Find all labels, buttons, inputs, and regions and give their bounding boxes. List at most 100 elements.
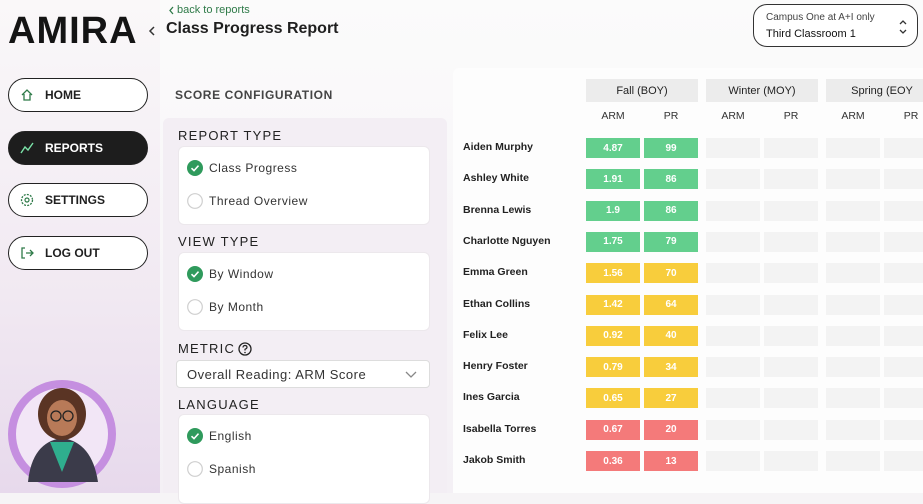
option-label[interactable]: English: [209, 429, 252, 443]
metric-select[interactable]: Overall Reading: ARM Score: [176, 360, 430, 388]
option-label[interactable]: By Month: [209, 300, 264, 314]
nav-label[interactable]: REPORTS: [45, 141, 104, 155]
student-name[interactable]: Ines Garcia: [463, 391, 520, 404]
radio-option[interactable]: English: [187, 428, 252, 444]
help-icon[interactable]: [238, 341, 252, 356]
score-cell: 1.91: [586, 169, 640, 190]
empty-cell: [706, 357, 760, 378]
scores-table: Fall (BOY) ARM PR Winter (MOY) ARM PR Spring (…: [453, 68, 923, 493]
score-cell: 27: [644, 388, 698, 409]
radio-option[interactable]: Spanish: [187, 461, 256, 477]
score-cell: 79: [644, 231, 698, 252]
option-label[interactable]: By Window: [209, 267, 274, 281]
empty-cell: [826, 169, 880, 190]
empty-cell: [706, 263, 760, 284]
student-name[interactable]: Charlotte Nguyen: [463, 234, 551, 247]
empty-cell: [764, 419, 818, 440]
student-name[interactable]: Ashley White: [463, 172, 529, 185]
empty-cell: [884, 294, 923, 315]
score-cell: 1.56: [586, 263, 640, 284]
nav-label[interactable]: HOME: [45, 88, 81, 102]
radio-option[interactable]: By Month: [187, 299, 264, 315]
section-label: METRIC: [178, 341, 252, 356]
radio-option[interactable]: By Window: [187, 266, 274, 282]
score-cell: 0.36: [586, 451, 640, 471]
empty-cell: [764, 357, 818, 378]
radio-checked[interactable]: [187, 428, 203, 444]
option-box: English Spanish: [178, 414, 430, 504]
empty-cell: [826, 138, 880, 158]
radio-checked[interactable]: [187, 160, 203, 176]
back-link[interactable]: back to reports: [168, 4, 250, 16]
empty-cell: [706, 388, 760, 409]
empty-cell: [826, 388, 880, 409]
radio-option[interactable]: Class Progress: [187, 160, 298, 176]
period-header: Spring (EOY: [826, 79, 923, 102]
empty-cell: [706, 325, 760, 346]
empty-cell: [706, 169, 760, 190]
empty-cell: [764, 200, 818, 221]
student-name[interactable]: Ethan Collins: [463, 297, 531, 310]
score-cell: 86: [644, 169, 698, 190]
collapse-icon[interactable]: [148, 26, 156, 36]
section-label: VIEW TYPE: [178, 234, 260, 249]
column-header: ARM: [721, 110, 745, 122]
period-header: Fall (BOY): [586, 79, 698, 102]
nav-button[interactable]: REPORTS: [8, 131, 148, 165]
score-cell: 64: [644, 294, 698, 315]
logo: AMIRA: [8, 10, 138, 52]
metric-value[interactable]: Overall Reading: ARM Score: [187, 367, 367, 382]
column-header: PR: [903, 110, 919, 122]
student-name[interactable]: Henry Foster: [463, 360, 528, 373]
score-cell: 4.87: [586, 138, 640, 158]
nav-button[interactable]: SETTINGS: [8, 183, 148, 217]
empty-cell: [884, 200, 923, 221]
empty-cell: [826, 419, 880, 440]
score-cell: 1.42: [586, 294, 640, 315]
back-text[interactable]: back to reports: [177, 4, 250, 16]
nav-label[interactable]: LOG OUT: [45, 246, 100, 260]
student-name[interactable]: Felix Lee: [463, 328, 508, 341]
nav-label[interactable]: SETTINGS: [45, 193, 106, 207]
student-name[interactable]: Brenna Lewis: [463, 203, 532, 216]
empty-cell: [764, 169, 818, 190]
radio[interactable]: [187, 193, 203, 209]
empty-cell: [826, 263, 880, 284]
column-header: PR: [783, 110, 799, 122]
score-cell: 0.92: [586, 325, 640, 346]
nav-icon: [20, 193, 34, 207]
radio-option[interactable]: Thread Overview: [187, 193, 308, 209]
student-name[interactable]: Isabella Torres: [463, 422, 537, 435]
radio[interactable]: [187, 299, 203, 315]
empty-cell: [884, 357, 923, 378]
empty-cell: [826, 231, 880, 252]
column-header: ARM: [841, 110, 865, 122]
empty-cell: [764, 388, 818, 409]
student-name[interactable]: Jakob Smith: [463, 454, 526, 466]
option-label[interactable]: Thread Overview: [209, 194, 308, 208]
radio-checked[interactable]: [187, 266, 203, 282]
empty-cell: [706, 294, 760, 315]
nav-button[interactable]: LOG OUT: [8, 236, 148, 270]
score-cell: 99: [644, 138, 698, 158]
score-cell: 0.79: [586, 357, 640, 378]
empty-cell: [884, 388, 923, 409]
empty-cell: [706, 138, 760, 158]
student-name[interactable]: Emma Green: [463, 266, 528, 279]
option-label[interactable]: Spanish: [209, 462, 256, 476]
config-heading: SCORE CONFIGURATION: [175, 88, 333, 102]
back-icon: [169, 6, 174, 14]
nav-icon: [20, 142, 34, 154]
option-label[interactable]: Class Progress: [209, 161, 298, 175]
nav-button[interactable]: HOME: [8, 78, 148, 112]
option-box: Class Progress Thread Overview: [178, 146, 430, 225]
campus-select[interactable]: Campus One at A+I only Third Classroom 1: [753, 4, 918, 47]
radio[interactable]: [187, 461, 203, 477]
score-cell: 70: [644, 263, 698, 284]
score-cell: 1.75: [586, 231, 640, 252]
score-cell: 40: [644, 325, 698, 346]
dropdown-icon: [405, 371, 417, 378]
student-name[interactable]: Aiden Murphy: [463, 141, 533, 153]
score-cell: 34: [644, 357, 698, 378]
